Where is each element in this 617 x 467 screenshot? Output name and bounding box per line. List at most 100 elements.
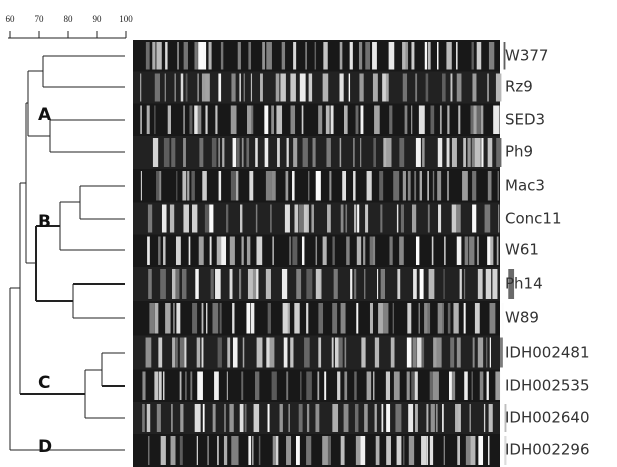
gel-band [262, 42, 265, 70]
gel-band [486, 337, 488, 368]
gel-lane [133, 301, 500, 336]
gel-band [496, 236, 499, 265]
gel-band [191, 171, 195, 201]
gel-band [493, 105, 499, 134]
scale-tick-label: 60 [6, 14, 16, 24]
gel-band [252, 436, 254, 465]
gel-band [160, 436, 166, 465]
gel-lane [133, 335, 500, 370]
gel-band [364, 404, 368, 432]
scale-tick-label: 70 [35, 14, 45, 24]
gel-lane [133, 40, 500, 72]
gel-band [255, 138, 258, 167]
gel-band [279, 404, 283, 432]
gel-lane [133, 136, 500, 169]
gel-band [290, 337, 294, 368]
gel-band [175, 269, 180, 299]
gel-band [192, 204, 198, 233]
gel-band [415, 138, 421, 167]
gel-band [182, 171, 187, 201]
gel-band [322, 73, 329, 102]
gel-band [455, 42, 458, 70]
gel-band [386, 404, 391, 432]
gel-band [271, 171, 276, 201]
gel-band [487, 236, 493, 265]
gel-band [306, 303, 309, 334]
gel-band [176, 303, 181, 334]
gel-band [477, 269, 483, 299]
gel-band [277, 138, 280, 167]
gel-band [355, 436, 362, 465]
gel-band [171, 404, 173, 432]
gel-band [449, 371, 452, 400]
gel-band [451, 138, 457, 167]
gel-band [422, 138, 425, 167]
gel-band [465, 436, 471, 465]
gel-band [327, 436, 331, 465]
gel-band [264, 138, 269, 167]
gel-band [322, 236, 327, 265]
strain-label: W377 [505, 47, 548, 65]
gel-band [365, 42, 370, 70]
gel-band [396, 436, 402, 465]
gel-band [293, 42, 297, 70]
scale-tick-label: 90 [93, 14, 103, 24]
gel-band [399, 138, 405, 167]
gel-band [364, 269, 366, 299]
gel-band [450, 337, 455, 368]
gel-band [265, 171, 272, 201]
gel-band [359, 73, 364, 102]
gel-band [444, 236, 446, 265]
gel-band [345, 204, 348, 233]
gel-band [467, 138, 471, 167]
gel-band [171, 269, 178, 299]
scale-tick-label: 80 [64, 14, 74, 24]
gel-band [217, 436, 219, 465]
gel-band [488, 436, 490, 465]
gel-band [225, 204, 229, 233]
gel-lanes [133, 40, 515, 467]
gel-band [389, 236, 393, 265]
gel-band [412, 337, 417, 368]
gel-band [383, 138, 387, 167]
gel-band [402, 42, 407, 70]
gel-band [183, 42, 188, 70]
gel-band [298, 204, 304, 233]
gel-band [272, 436, 279, 465]
strain-label: W61 [505, 241, 539, 259]
gel-band [215, 105, 218, 134]
gel-band [446, 138, 450, 167]
gel-band [433, 337, 439, 368]
gel-band [231, 73, 236, 102]
gel-band [323, 42, 328, 70]
gel-band [180, 404, 184, 432]
gel-band [163, 138, 170, 167]
gel-band [487, 138, 493, 167]
gel-band [427, 204, 430, 233]
gel-band [202, 171, 207, 201]
gel-band [294, 204, 299, 233]
gel-band [428, 269, 435, 299]
gel-band [237, 42, 241, 70]
gel-band [280, 73, 286, 102]
gel-band [329, 171, 332, 201]
gel-band [403, 436, 405, 465]
gel-band [209, 236, 212, 265]
gel-band [154, 371, 159, 400]
gel-band [319, 269, 321, 299]
gel-band [356, 303, 359, 334]
gel-band [232, 138, 237, 167]
gel-band [317, 371, 320, 400]
gel-band [372, 73, 378, 102]
gel-band [306, 436, 312, 465]
gel-band [140, 105, 143, 134]
gel-band [490, 236, 494, 265]
gel-band [267, 404, 270, 432]
gel-band [471, 138, 476, 167]
gel-band [266, 42, 272, 70]
gel-band [226, 371, 228, 400]
gel-band [484, 204, 491, 233]
gel-band [227, 337, 231, 368]
gel-band [356, 236, 362, 265]
